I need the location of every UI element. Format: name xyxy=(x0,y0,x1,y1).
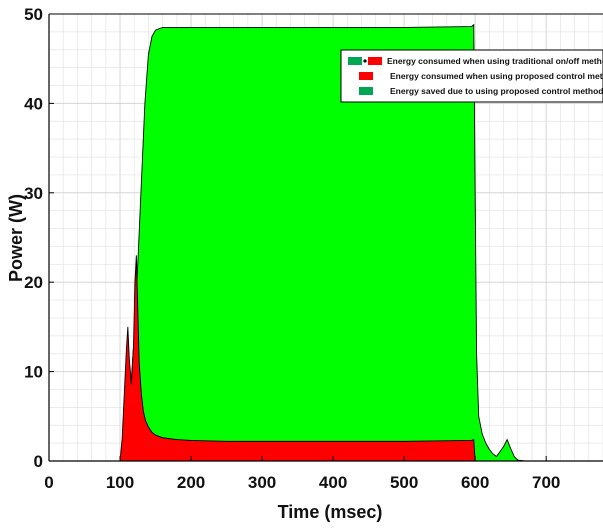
x-axis-title: Time (msec) xyxy=(278,502,383,522)
series-proposed-area xyxy=(49,255,476,462)
x-tick-label: 100 xyxy=(106,473,134,492)
x-tick-label: 400 xyxy=(319,473,347,492)
y-tick-label: 10 xyxy=(24,363,43,382)
y-tick-label: 20 xyxy=(24,273,43,292)
y-tick-label: 0 xyxy=(34,452,43,471)
legend: Energy consumed when using traditional o… xyxy=(340,49,603,103)
y-tick-label: 30 xyxy=(24,184,43,203)
y-axis-title: Power (W) xyxy=(6,194,26,282)
legend-box xyxy=(340,49,603,103)
x-tick-label: 700 xyxy=(532,473,560,492)
axes xyxy=(48,13,603,462)
legend-swatch-dot xyxy=(363,59,367,63)
x-tick-label: 600 xyxy=(461,473,489,492)
legend-label: Energy saved due to using proposed contr… xyxy=(390,86,603,96)
legend-swatch-red xyxy=(368,57,382,65)
legend-swatch-red xyxy=(359,72,373,80)
tick-labels: 0 100 200 300 400 500 600 700 0 10 20 30 40 50 xyxy=(24,5,560,492)
area-layer xyxy=(49,23,603,462)
legend-swatch-green xyxy=(348,57,362,65)
y-tick-label: 40 xyxy=(24,94,43,113)
legend-label: Energy consumed when using proposed cont… xyxy=(390,71,603,81)
legend-swatch-green xyxy=(359,87,373,95)
x-tick-label: 200 xyxy=(177,473,205,492)
x-tick-label: 500 xyxy=(390,473,418,492)
legend-label: Energy consumed when using traditional o… xyxy=(387,56,603,66)
x-tick-label: 0 xyxy=(44,473,53,492)
y-tick-label: 50 xyxy=(24,5,43,24)
x-tick-label: 300 xyxy=(248,473,276,492)
